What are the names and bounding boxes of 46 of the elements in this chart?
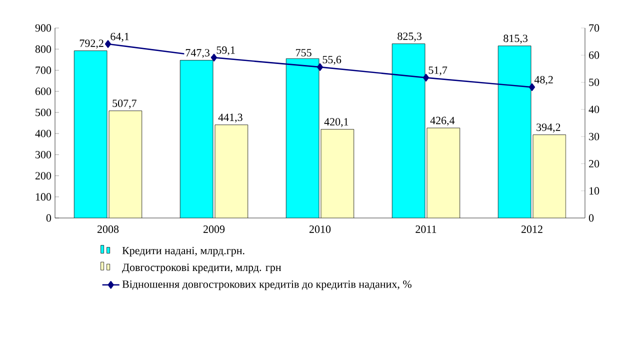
data-label: 747,3 — [186, 49, 210, 58]
data-label: 755 — [296, 49, 312, 56]
data-label: 55,6 — [322, 56, 342, 65]
point — [528, 83, 536, 92]
x-tick-label: 2009 — [203, 226, 225, 233]
y-tick-label: 500 — [36, 108, 52, 116]
y2-tick-label: 30 — [589, 132, 600, 140]
x-tick-label: 2008 — [97, 226, 119, 233]
y2-tick-label: 50 — [589, 78, 600, 86]
y2-tick-label: 10 — [589, 187, 600, 195]
data-label: 59,1 — [216, 46, 235, 56]
data-label: 815,3 — [504, 34, 528, 44]
y-tick-label: 400 — [35, 130, 52, 138]
data-label: 507,7 — [112, 100, 136, 109]
point — [210, 54, 218, 62]
data-label: 394,2 — [536, 124, 560, 133]
data-label: 825,3 — [398, 32, 422, 42]
data-label: 64,1 — [110, 32, 129, 42]
y-tick-label: 600 — [35, 88, 52, 96]
y-tick-label: 800 — [35, 45, 52, 53]
x-tick-label: 2010 — [309, 226, 331, 233]
y2-tick-label: 60 — [588, 51, 600, 59]
y-tick-label: 100 — [36, 193, 52, 201]
legend-label: Кредити надані, млрд.грн. — [122, 246, 244, 257]
data-label: 792,2 — [80, 40, 104, 49]
data-label: 420,1 — [324, 118, 348, 128]
legend-label: Відношення довгострокових кредитів до кредитів наданих, % — [122, 280, 412, 290]
y2-tick-label: 0 — [588, 214, 594, 222]
y-tick-label: 0 — [46, 214, 52, 222]
data-label: 441,3 — [218, 114, 242, 123]
point — [104, 40, 112, 48]
data-label: 48,2 — [534, 76, 553, 85]
y2-tick-label: 70 — [589, 24, 600, 32]
x-tick-label: 2012 — [521, 226, 542, 233]
point — [422, 74, 430, 82]
y-tick-label: 200 — [35, 172, 52, 180]
y2-tick-label: 40 — [588, 106, 600, 114]
y2-tick-label: 20 — [589, 160, 600, 168]
data-label: 426,4 — [430, 116, 455, 126]
data-label: 51,7 — [428, 66, 448, 76]
y-tick-label: 700 — [36, 66, 52, 74]
y-tick-label: 900 — [35, 24, 52, 32]
x-tick-label: 2011 — [416, 226, 436, 233]
point — [316, 63, 324, 71]
y-tick-label: 300 — [36, 150, 52, 158]
legend-label: Довгострокові кредити, млрд. грн — [122, 264, 282, 274]
